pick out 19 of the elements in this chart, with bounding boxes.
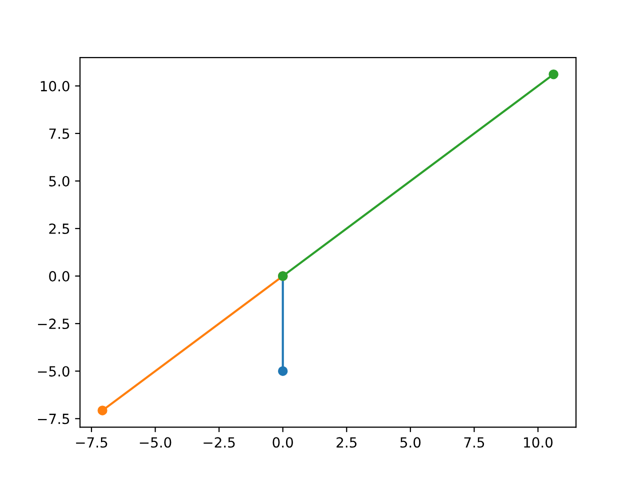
x-tick-label: 7.5 bbox=[464, 437, 484, 448]
y-tick-label: 0.0 bbox=[49, 271, 70, 282]
point bbox=[548, 69, 558, 80]
x-tick-label: 5.0 bbox=[400, 437, 421, 448]
point bbox=[278, 366, 288, 376]
y-tick-label: 10.0 bbox=[40, 80, 70, 92]
x-tick-label: 10.0 bbox=[524, 437, 553, 448]
y-tick-label: 5.0 bbox=[49, 176, 70, 186]
y-tick-label: −5.0 bbox=[38, 366, 70, 377]
x-tick-label: −5.0 bbox=[140, 437, 172, 448]
point bbox=[98, 406, 108, 416]
x-tick-label: −2.5 bbox=[204, 437, 235, 448]
x-tick-label: 2.5 bbox=[336, 437, 356, 448]
x-tick-label: 0.0 bbox=[272, 437, 293, 448]
y-tick-label: 2.5 bbox=[49, 223, 70, 234]
x-tick-label: −7.5 bbox=[76, 437, 108, 448]
y-tick-label: −2.5 bbox=[38, 318, 70, 330]
y-tick-label: 7.5 bbox=[49, 128, 70, 139]
y-tick-label: −7.5 bbox=[38, 414, 70, 424]
